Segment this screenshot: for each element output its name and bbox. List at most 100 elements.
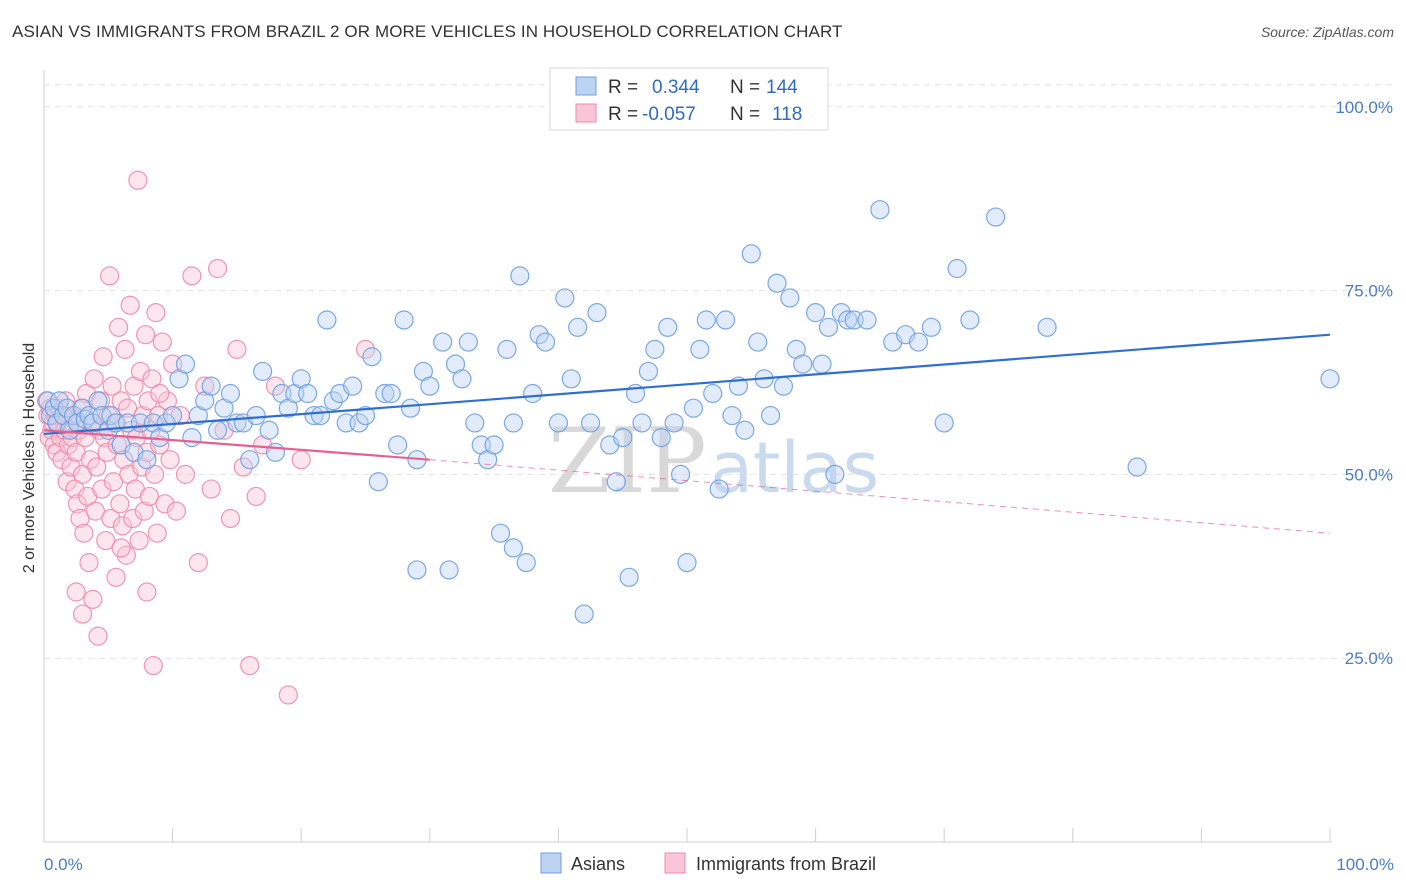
brazil-point <box>160 450 180 470</box>
asian-point <box>986 207 1006 227</box>
asian-point <box>137 450 157 470</box>
asian-point <box>947 258 967 279</box>
asian-point <box>349 413 369 433</box>
asian-point <box>375 383 395 404</box>
legend-swatch-asian <box>575 76 597 96</box>
brazil-point <box>115 339 135 359</box>
y-tick-label-100: 100.0% <box>1335 98 1393 117</box>
asian-point <box>503 538 523 558</box>
brazil-point <box>112 516 133 536</box>
brazil-point <box>101 508 121 529</box>
asian-point <box>484 435 504 455</box>
asian-point <box>857 310 877 330</box>
brazil-point <box>146 303 166 323</box>
brazil-point <box>355 339 376 359</box>
y-axis-label: 2 or more Vehicles in Household <box>21 343 38 573</box>
legend-r-value-asian: 0.344 <box>652 77 700 98</box>
asian-point <box>709 479 729 499</box>
asian-point <box>696 310 716 330</box>
asian-point <box>741 244 761 264</box>
asian-point <box>780 288 800 308</box>
asian-point <box>670 464 691 484</box>
asian-point <box>265 442 286 462</box>
asian-point <box>677 553 697 573</box>
asian-point <box>516 553 536 573</box>
asian-point <box>548 413 569 433</box>
asian-point <box>310 405 331 426</box>
brazil-point <box>128 170 148 190</box>
asian-point <box>407 560 427 580</box>
brazil-point <box>111 391 131 411</box>
asian-point <box>825 464 845 484</box>
brazil-point <box>57 472 77 492</box>
brazil-point <box>74 523 94 543</box>
asian-point <box>690 339 710 359</box>
trend-line-brazil-extension <box>429 459 1331 534</box>
legend-n-value-brazil: 118 <box>772 104 802 125</box>
asian-point <box>587 303 607 323</box>
asian-point <box>304 405 324 426</box>
brazil-point <box>150 383 170 404</box>
series-legend: Asians Immigrants from Brazil <box>540 852 876 874</box>
asian-point <box>574 604 594 624</box>
watermark-atlas: atlas <box>710 427 879 509</box>
asian-point <box>773 376 794 396</box>
asian-point <box>619 567 639 587</box>
asian-point <box>645 339 665 359</box>
asian-point <box>715 310 736 330</box>
asian-point <box>497 339 517 359</box>
brazil-point <box>93 347 113 367</box>
bottom-legend-label-brazil: Immigrants from Brazil <box>696 854 876 874</box>
brazil-point <box>278 685 298 705</box>
asian-point <box>298 383 318 404</box>
brazil-point <box>155 494 175 514</box>
brazil-point <box>111 538 131 558</box>
asian-point <box>818 317 839 337</box>
brazil-point <box>99 266 120 286</box>
asian-point <box>870 200 890 220</box>
asian-point <box>510 266 530 286</box>
brazil-point <box>96 530 116 551</box>
asian-point <box>72 398 93 418</box>
brazil-point <box>147 523 167 543</box>
asian-point <box>703 383 723 404</box>
asian-point <box>388 435 408 455</box>
asian-point <box>323 391 343 411</box>
brazil-point <box>139 486 160 507</box>
asian-point <box>240 450 260 470</box>
brazil-point <box>108 317 129 337</box>
asian-point <box>664 413 684 433</box>
brazil-point <box>106 567 126 587</box>
asian-point <box>793 354 813 374</box>
brazil-point <box>92 479 112 499</box>
asian-point <box>201 376 221 396</box>
asian-point <box>381 383 401 404</box>
bottom-legend-swatch-asian <box>540 852 562 874</box>
asian-point <box>182 428 202 448</box>
asian-point <box>355 405 376 426</box>
brazil-point <box>70 508 90 529</box>
asian-point <box>606 472 626 492</box>
asian-point <box>805 303 826 323</box>
brazil-point <box>175 464 196 484</box>
y-tick-label-75: 75.0% <box>1345 282 1393 301</box>
brazil-point <box>208 258 228 279</box>
asian-point <box>683 398 704 418</box>
asian-point <box>368 472 388 492</box>
asian-point <box>1320 369 1340 389</box>
asian-point <box>246 405 266 426</box>
asian-point <box>658 317 678 337</box>
asian-point <box>529 325 549 345</box>
brazil-point <box>246 486 266 507</box>
asian-point <box>49 391 70 411</box>
brazil-point <box>80 450 100 470</box>
x-ticks <box>172 828 1331 842</box>
brazil-point <box>188 553 208 573</box>
asian-point <box>490 523 511 543</box>
asian-point <box>163 405 183 426</box>
brazil-point <box>88 626 108 646</box>
asian-point <box>465 413 485 433</box>
asian-point <box>343 376 363 396</box>
series-brazil-points <box>36 170 376 705</box>
brazil-point <box>85 501 106 521</box>
